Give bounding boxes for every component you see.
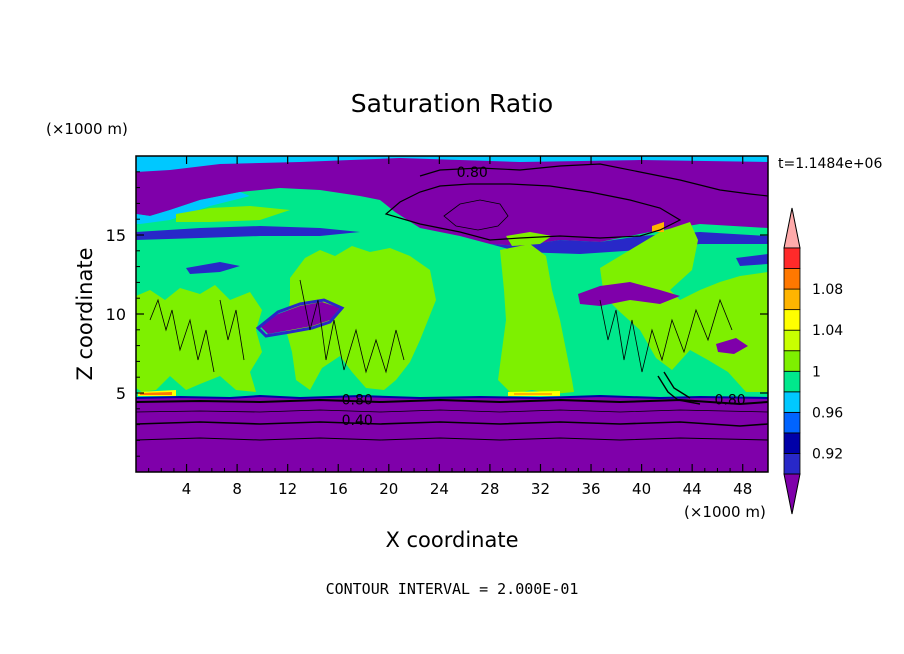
colorbar-segment xyxy=(783,288,801,311)
contour-cells-left xyxy=(149,298,245,373)
contour-lower-040 xyxy=(136,421,768,427)
colorbar-segment xyxy=(783,268,801,290)
field-area xyxy=(136,156,768,472)
contour-label-group: 0.80 0.80 0.40 0.80 xyxy=(342,165,746,429)
contour-label: 0.40 xyxy=(342,413,373,429)
field-lower-dry-layer xyxy=(136,396,768,472)
x-tick-label: 32 xyxy=(531,480,550,498)
colorbar-segment xyxy=(783,453,801,475)
contour-label: 0.80 xyxy=(714,392,745,408)
field-green-upper-patch-2 xyxy=(506,232,552,246)
field-dry-streak-mid xyxy=(186,262,240,274)
contour-lines xyxy=(136,163,768,441)
chart-title: Saturation Ratio xyxy=(351,89,553,118)
colorbar-segment xyxy=(783,350,801,372)
colorbar: 0.92 0.96 1 1.04 1.08 xyxy=(783,207,843,515)
colorbar-upper-arrow xyxy=(783,207,801,249)
colorbar-segment xyxy=(783,309,801,331)
field-upper-blue-streak-2 xyxy=(490,232,768,254)
field-upper-dry-layer xyxy=(136,156,768,246)
field-dry-pocket-right xyxy=(578,282,680,306)
x-unit-label: (×1000 m) xyxy=(684,503,766,521)
colorbar-segment xyxy=(783,247,801,269)
x-tick-label: 36 xyxy=(581,480,600,498)
y-tick-label: 10 xyxy=(106,305,126,324)
x-tick-label: 12 xyxy=(278,480,297,498)
x-tick-label: 4 xyxy=(182,480,192,498)
colorbar-label: 1 xyxy=(812,364,821,380)
field-hotspot-left-red xyxy=(140,392,172,395)
field-dry-pocket-right-2 xyxy=(716,338,748,354)
contour-interval-footer: CONTOUR INTERVAL = 2.000E-01 xyxy=(326,580,579,598)
field-green-region-middle xyxy=(498,244,574,394)
field-green-upper-patch xyxy=(176,206,290,222)
field-green-region-left xyxy=(136,285,262,392)
x-tick-label: 48 xyxy=(733,480,752,498)
contour-label: 0.80 xyxy=(457,165,488,181)
colorbar-label: 1.08 xyxy=(812,282,843,298)
contour-upper-inner xyxy=(443,199,509,231)
contour-plume xyxy=(657,371,701,405)
x-axis-label: X coordinate xyxy=(385,528,518,552)
y-tick-label: 5 xyxy=(116,384,126,403)
x-tick-label: 8 xyxy=(232,480,242,498)
x-tick-label: 44 xyxy=(683,480,702,498)
colorbar-lower-arrow xyxy=(783,473,801,515)
colorbar-segment xyxy=(783,411,801,434)
contour-label: 0.80 xyxy=(342,392,373,408)
field-lower-boundary-blue xyxy=(136,394,768,400)
contour-cells-center xyxy=(299,279,405,374)
colorbar-segment xyxy=(783,432,801,454)
y-axis-label: Z coordinate xyxy=(73,247,97,380)
colorbar-label: 1.04 xyxy=(812,323,843,339)
colorbar-label: 0.92 xyxy=(812,446,843,462)
y-axis: 5 10 15 xyxy=(106,171,768,457)
y-unit-label: (×1000 m) xyxy=(46,120,128,138)
contour-upper-080 xyxy=(419,163,768,197)
x-tick-label: 40 xyxy=(632,480,651,498)
y-tick-label: 15 xyxy=(106,226,126,245)
x-axis: 4 8 12 16 20 24 28 32 36 40 44 48 xyxy=(148,156,756,498)
x-tick-label: 28 xyxy=(480,480,499,498)
time-label: t=1.1484e+06 xyxy=(778,156,882,172)
colorbar-label: 0.96 xyxy=(812,405,843,421)
field-upper-cyan-band-2 xyxy=(136,192,250,224)
contour-lower-020 xyxy=(136,437,768,441)
x-tick-label: 16 xyxy=(329,480,348,498)
field-hotspot-mid-red xyxy=(514,393,552,395)
colorbar-segment xyxy=(783,329,801,352)
colorbar-segment xyxy=(783,391,801,413)
contour-cells-right xyxy=(599,298,733,373)
contour-upper-080-lower xyxy=(384,183,682,241)
contour-lower-010 xyxy=(136,409,768,413)
colorbar-segment xyxy=(783,370,801,393)
contour-lower-080 xyxy=(136,398,768,406)
field-upper-blue-streak xyxy=(136,226,360,240)
field-upper-cyan-band xyxy=(136,156,768,172)
x-tick-label: 24 xyxy=(430,480,449,498)
x-tick-label: 20 xyxy=(379,480,398,498)
field-dry-pocket-left-ring xyxy=(255,298,345,338)
field-green-region-center xyxy=(286,246,436,390)
field-dry-pocket-left xyxy=(260,302,340,334)
field-dry-streak-mid-2 xyxy=(736,254,768,266)
